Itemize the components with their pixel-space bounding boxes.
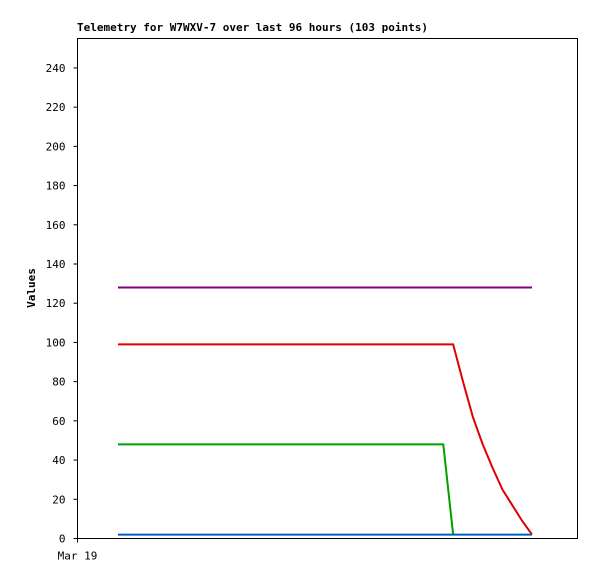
plot-frame — [77, 38, 578, 539]
y-tick-label: 140 — [46, 258, 66, 271]
y-axis-label: Values — [25, 268, 38, 308]
y-tick-label: 80 — [52, 376, 65, 389]
y-tick-label: 240 — [46, 62, 66, 75]
y-tick-label: 200 — [46, 140, 66, 153]
y-tick-label: 180 — [46, 180, 66, 193]
y-tick-label: 120 — [46, 297, 66, 310]
y-tick-label: 0 — [59, 533, 66, 546]
chart-title: Telemetry for W7WXV-7 over last 96 hours… — [77, 21, 428, 34]
y-tick-label: 40 — [52, 454, 65, 467]
y-tick-label: 160 — [46, 219, 66, 232]
series-line — [118, 343, 533, 536]
y-tick-label: 60 — [52, 415, 65, 428]
x-tick-label: Mar 19 — [58, 550, 98, 563]
y-tick-label: 220 — [46, 101, 66, 114]
series-line — [118, 443, 455, 535]
y-tick-label: 20 — [52, 493, 65, 506]
y-tick-label: 100 — [46, 336, 66, 349]
